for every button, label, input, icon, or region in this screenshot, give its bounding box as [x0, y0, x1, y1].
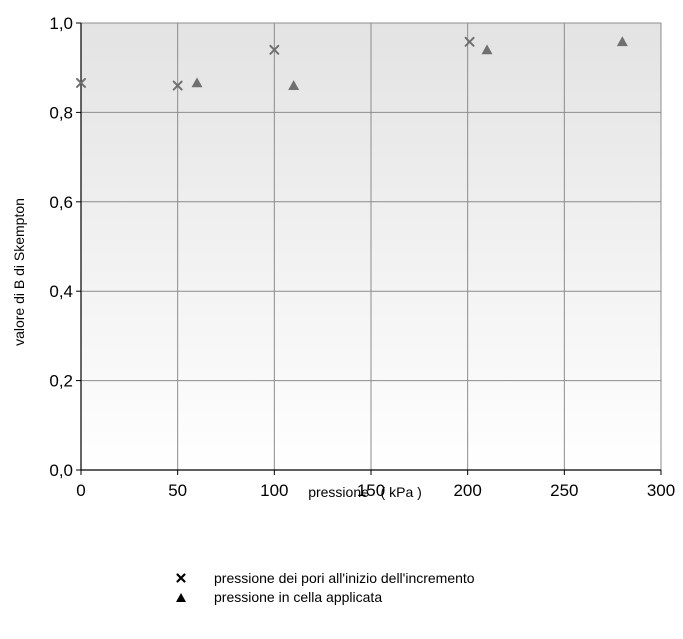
- x-data-point: [269, 44, 280, 55]
- x-data-point: [464, 36, 475, 47]
- y-tick-label: 0,0: [49, 461, 73, 480]
- legend-triangle-marker: [176, 593, 186, 602]
- x-data-point: [172, 80, 183, 91]
- triangle-data-point: [191, 77, 203, 88]
- axes: [76, 22, 662, 475]
- x-marker-stroke: [269, 44, 280, 55]
- x-tick-label: 200: [453, 481, 481, 500]
- x-tick-label: 250: [550, 481, 578, 500]
- grid-lines: [81, 22, 662, 470]
- x-tick-label: 0: [76, 481, 85, 500]
- x-marker-stroke: [172, 80, 183, 91]
- y-axis-label: valore di B di Skempton: [11, 198, 27, 346]
- data-markers: [76, 36, 628, 91]
- y-tick-label: 0,4: [49, 282, 73, 301]
- legend-label: pressione dei pori all'inizio dell'incre…: [214, 570, 475, 586]
- legend: pressione dei pori all'inizio dell'incre…: [176, 570, 475, 605]
- x-marker-stroke: [76, 77, 86, 88]
- legend-x-marker: [176, 573, 186, 583]
- x-data-point: [76, 77, 86, 88]
- x-axis-label: pressione ( kPa ): [308, 484, 422, 500]
- x-tick-label: 50: [168, 481, 187, 500]
- triangle-data-point: [481, 44, 493, 55]
- x-marker-stroke: [176, 573, 186, 583]
- x-tick-label: 300: [647, 481, 675, 500]
- y-tick-label: 0,2: [49, 372, 73, 391]
- x-tick-label: 100: [260, 481, 288, 500]
- y-tick-label: 0,6: [49, 193, 73, 212]
- x-marker-stroke: [464, 36, 475, 47]
- y-tick-label: 0,8: [49, 103, 73, 122]
- legend-label: pressione in cella applicata: [214, 589, 382, 605]
- x-tick-label: 150: [357, 481, 385, 500]
- y-tick-label: 1,0: [49, 14, 73, 33]
- tick-labels: 0 50 100 150 200 250 300 0,0 0,2 0,4 0,6 0,8 1,0: [49, 14, 675, 500]
- triangle-data-point: [616, 36, 628, 47]
- triangle-data-point: [288, 80, 300, 90]
